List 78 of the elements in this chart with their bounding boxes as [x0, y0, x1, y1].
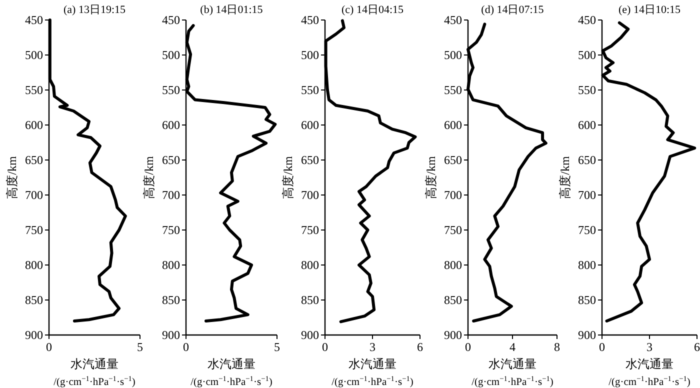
- chart-title: (a) 13日19:15: [63, 4, 126, 16]
- y-tick-label: 550: [444, 83, 462, 97]
- y-tick-label: 800: [301, 258, 319, 272]
- y-axis-title: 高度/km: [558, 156, 572, 199]
- x-tick-label: 6: [417, 340, 423, 354]
- y-tick-label: 600: [578, 118, 596, 132]
- y-tick-label: 850: [578, 293, 596, 307]
- y-tick-label: 600: [301, 118, 319, 132]
- x-tick-label: 0: [465, 340, 471, 354]
- y-tick-label: 500: [25, 48, 43, 62]
- y-tick-label: 600: [25, 118, 43, 132]
- x-tick-label: 5: [274, 340, 280, 354]
- x-tick-label: 0: [183, 340, 189, 354]
- y-tick-label: 500: [444, 48, 462, 62]
- x-axis-title: 水汽通量 /(g·cm$^{−1}$·hPa$^{−1}$·s$^{−1}$): [54, 357, 136, 388]
- y-tick-label: 500: [578, 48, 596, 62]
- y-tick-label: 450: [25, 13, 43, 27]
- y-tick-label: 650: [25, 153, 43, 167]
- y-tick-label: 700: [301, 188, 319, 202]
- y-tick-label: 850: [162, 293, 180, 307]
- y-tick-label: 450: [444, 13, 462, 27]
- y-tick-label: 750: [25, 223, 43, 237]
- y-tick-label: 800: [444, 258, 462, 272]
- x-tick-label: 0: [46, 340, 52, 354]
- x-tick-label: 8: [554, 340, 560, 354]
- x-tick-label: 0: [599, 340, 605, 354]
- y-tick-label: 450: [578, 13, 596, 27]
- x-axis-title: 水汽通量 /(g·cm$^{−1}$·hPa$^{−1}$·s$^{−1}$): [190, 357, 273, 388]
- y-tick-label: 750: [444, 223, 462, 237]
- x-tick-label: 0: [322, 340, 328, 354]
- y-tick-label: 550: [162, 83, 180, 97]
- y-tick-label: 650: [444, 153, 462, 167]
- y-tick-label: 500: [301, 48, 319, 62]
- y-tick-label: 900: [301, 328, 319, 342]
- x-axis-title: 水汽通量 /(g·cm$^{−1}$·hPa$^{−1}$·s$^{−1}$): [472, 357, 554, 388]
- y-tick-label: 650: [578, 153, 596, 167]
- y-tick-label: 850: [301, 293, 319, 307]
- x-axis-title: 水汽通量 /(g·cm$^{−1}$·hPa$^{−1}$·s$^{−1}$): [608, 357, 691, 388]
- chart-title: (d) 14日07:15: [481, 4, 544, 16]
- y-axis-title: 高度/km: [424, 156, 438, 199]
- y-axis-title: 高度/km: [5, 156, 19, 199]
- chart-title: (c) 14日04:15: [341, 4, 404, 16]
- x-tick-label: 4: [510, 340, 516, 354]
- y-tick-label: 800: [578, 258, 596, 272]
- y-tick-label: 550: [301, 83, 319, 97]
- y-tick-label: 900: [162, 328, 180, 342]
- y-tick-label: 550: [25, 83, 43, 97]
- y-tick-label: 700: [25, 188, 43, 202]
- y-tick-label: 900: [444, 328, 462, 342]
- x-tick-label: 5: [137, 340, 143, 354]
- y-tick-label: 650: [301, 153, 319, 167]
- y-tick-label: 600: [444, 118, 462, 132]
- y-tick-label: 900: [578, 328, 596, 342]
- y-axis-title: 高度/km: [142, 156, 156, 199]
- y-tick-label: 550: [578, 83, 596, 97]
- y-tick-label: 450: [162, 13, 180, 27]
- y-tick-label: 800: [25, 258, 43, 272]
- y-tick-label: 750: [301, 223, 319, 237]
- y-tick-label: 500: [162, 48, 180, 62]
- chart-title: (b) 14日01:15: [200, 4, 264, 16]
- y-tick-label: 650: [162, 153, 180, 167]
- y-axis-title: 高度/km: [281, 156, 295, 199]
- y-tick-label: 850: [444, 293, 462, 307]
- x-tick-label: 3: [646, 340, 652, 354]
- y-tick-label: 750: [162, 223, 180, 237]
- y-tick-label: 700: [162, 188, 180, 202]
- y-tick-label: 750: [578, 223, 596, 237]
- y-tick-label: 700: [444, 188, 462, 202]
- y-tick-label: 600: [162, 118, 180, 132]
- y-tick-label: 700: [578, 188, 596, 202]
- y-tick-label: 800: [162, 258, 180, 272]
- y-tick-label: 450: [301, 13, 319, 27]
- chart-title: (e) 14日10:15: [618, 4, 682, 16]
- x-tick-label: 6: [694, 340, 700, 354]
- y-tick-label: 850: [25, 293, 43, 307]
- x-tick-label: 3: [370, 340, 376, 354]
- x-axis-title: 水汽通量 /(g·cm$^{−1}$·hPa$^{−1}$·s$^{−1}$): [332, 357, 414, 388]
- y-tick-label: 900: [25, 328, 43, 342]
